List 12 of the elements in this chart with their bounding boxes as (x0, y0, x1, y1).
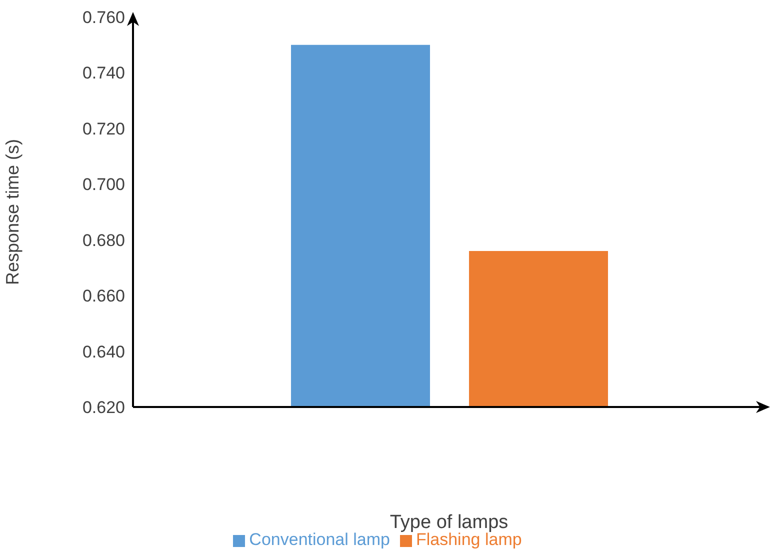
y-tick-label: 0.740 (82, 64, 125, 83)
y-tick-label: 0.640 (82, 342, 125, 362)
y-tick-label: 0.760 (82, 8, 125, 28)
y-tick-label: 0.660 (82, 286, 125, 306)
y-axis-title: Response time (s) (2, 138, 22, 286)
x-axis-title: Type of lamps (390, 512, 508, 533)
y-tick-label: 0.700 (82, 175, 125, 194)
legend-label: Conventional lamp (249, 530, 390, 549)
y-tick-label: 0.620 (82, 398, 125, 418)
legend-label: Flashing lamp (416, 530, 522, 549)
y-tick-label: 0.680 (82, 230, 125, 250)
y-tick-label: 0.720 (82, 119, 125, 138)
